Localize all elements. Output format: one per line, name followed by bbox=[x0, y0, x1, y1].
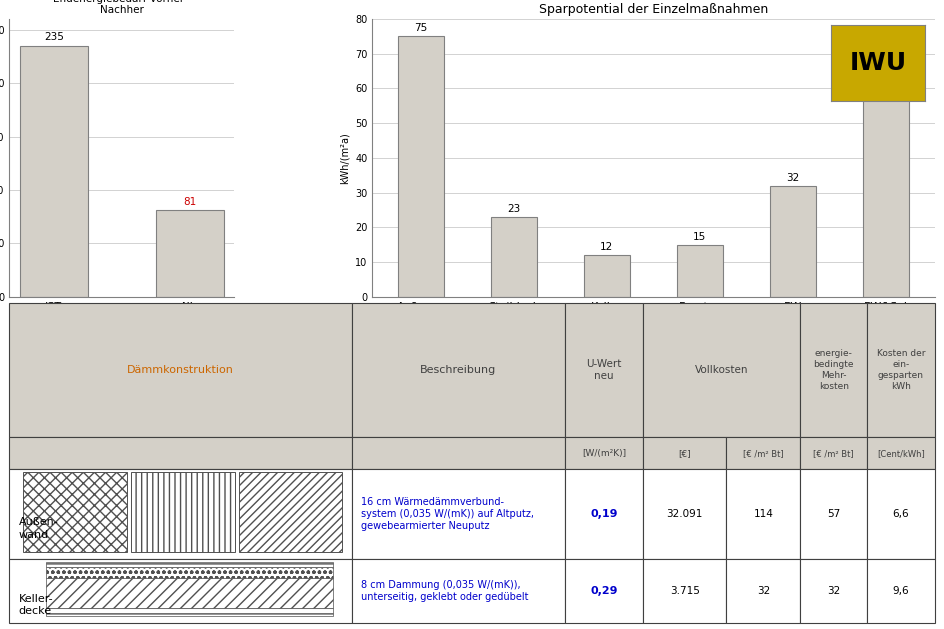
Text: [€]: [€] bbox=[679, 448, 691, 458]
Text: [€ /m² Bt]: [€ /m² Bt] bbox=[814, 448, 854, 458]
Bar bbox=[9, 303, 352, 437]
Bar bbox=[9, 469, 352, 559]
Bar bbox=[769, 186, 816, 297]
Text: 23: 23 bbox=[507, 204, 520, 214]
Bar bbox=[9, 559, 352, 623]
Text: IWU: IWU bbox=[850, 51, 906, 75]
Bar bbox=[565, 437, 643, 469]
Text: 235: 235 bbox=[43, 33, 63, 42]
Bar bbox=[643, 303, 801, 437]
Text: 12: 12 bbox=[600, 242, 614, 252]
Bar bbox=[46, 578, 333, 608]
Bar bbox=[9, 437, 352, 469]
Title: Endenergiebedarf Vorher -
Nachher: Endenergiebedarf Vorher - Nachher bbox=[53, 0, 191, 15]
Text: 114: 114 bbox=[753, 509, 773, 519]
Bar bbox=[867, 559, 935, 623]
Bar bbox=[397, 36, 445, 297]
Text: 8 cm Dammung (0,035 W/(mK)),
unterseitig, geklebt oder gedübelt: 8 cm Dammung (0,035 W/(mK)), unterseitig… bbox=[361, 579, 529, 602]
Bar bbox=[801, 437, 867, 469]
Text: 32: 32 bbox=[827, 586, 840, 596]
Bar bbox=[867, 437, 935, 469]
Bar bbox=[643, 559, 726, 623]
Text: 0,29: 0,29 bbox=[590, 586, 617, 596]
Text: [W/(m²K)]: [W/(m²K)] bbox=[582, 448, 626, 458]
Bar bbox=[727, 559, 801, 623]
Bar bbox=[352, 559, 565, 623]
Bar bbox=[46, 567, 333, 578]
Bar bbox=[565, 303, 643, 437]
Text: [Cent/kWh]: [Cent/kWh] bbox=[877, 448, 925, 458]
Y-axis label: kWh/(m²a): kWh/(m²a) bbox=[340, 132, 349, 184]
Text: [€ /m² Bt]: [€ /m² Bt] bbox=[743, 448, 784, 458]
Bar bbox=[491, 217, 537, 297]
Bar bbox=[20, 46, 88, 297]
Bar bbox=[352, 469, 565, 559]
Bar bbox=[352, 437, 565, 469]
Text: energie-
bedingte
Mehr-
kosten: energie- bedingte Mehr- kosten bbox=[814, 349, 854, 391]
Bar bbox=[727, 437, 801, 469]
Bar bbox=[46, 562, 333, 567]
Bar bbox=[24, 472, 126, 552]
Text: Keller-
decke: Keller- decke bbox=[19, 594, 53, 616]
Bar bbox=[156, 210, 224, 297]
Text: Außen-
wand: Außen- wand bbox=[19, 517, 59, 540]
Text: 32.091: 32.091 bbox=[666, 509, 703, 519]
Text: Beschreibung: Beschreibung bbox=[420, 365, 497, 375]
Bar bbox=[131, 472, 234, 552]
Text: Kosten der
ein-
gesparten
kWh: Kosten der ein- gesparten kWh bbox=[877, 349, 925, 391]
Text: U-Wert
neu: U-Wert neu bbox=[586, 359, 621, 381]
Bar bbox=[867, 469, 935, 559]
Bar bbox=[239, 472, 343, 552]
Bar bbox=[643, 437, 726, 469]
Text: 81: 81 bbox=[183, 197, 196, 207]
Bar bbox=[801, 303, 867, 437]
Text: 9,6: 9,6 bbox=[892, 586, 909, 596]
Bar bbox=[727, 469, 801, 559]
Bar bbox=[565, 469, 643, 559]
Text: Vollkosten: Vollkosten bbox=[695, 365, 749, 375]
Bar bbox=[46, 608, 333, 616]
Bar bbox=[867, 303, 935, 437]
Title: Sparpotential der Einzelmaßnahmen: Sparpotential der Einzelmaßnahmen bbox=[539, 3, 768, 16]
Bar bbox=[565, 559, 643, 623]
Bar bbox=[643, 469, 726, 559]
Text: 6,6: 6,6 bbox=[892, 509, 909, 519]
Text: 75: 75 bbox=[414, 23, 428, 33]
Text: Dämmkonstruktion: Dämmkonstruktion bbox=[127, 365, 234, 375]
Bar bbox=[677, 245, 723, 297]
Text: 3.715: 3.715 bbox=[670, 586, 700, 596]
Bar bbox=[863, 74, 909, 297]
Text: 32: 32 bbox=[757, 586, 770, 596]
Text: 32: 32 bbox=[786, 173, 800, 183]
Text: 15: 15 bbox=[693, 232, 706, 242]
Text: 16 cm Wärmedämmverbund-
system (0,035 W/(mK)) auf Altputz,
gewebearmierter Neupu: 16 cm Wärmedämmverbund- system (0,035 W/… bbox=[361, 496, 534, 532]
Bar bbox=[801, 559, 867, 623]
Text: 64: 64 bbox=[879, 62, 892, 72]
Bar bbox=[352, 303, 565, 437]
Text: 0,19: 0,19 bbox=[590, 509, 617, 519]
Bar bbox=[801, 469, 867, 559]
Bar bbox=[583, 255, 631, 297]
Text: 57: 57 bbox=[827, 509, 840, 519]
